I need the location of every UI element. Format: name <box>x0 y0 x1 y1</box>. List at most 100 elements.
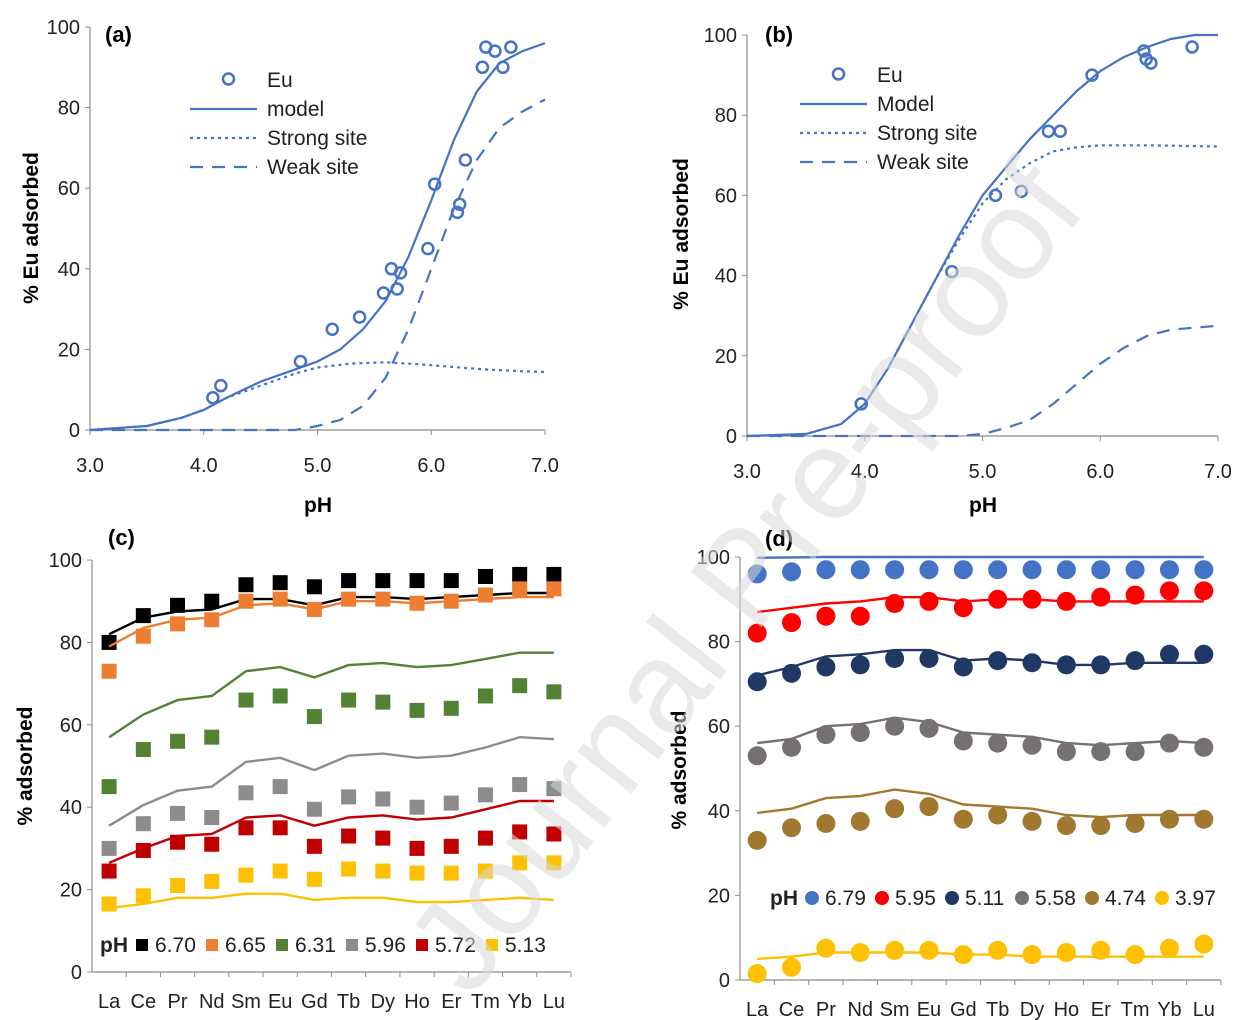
legend-label: Eu <box>267 69 293 92</box>
data-marker <box>988 733 1008 753</box>
data-marker <box>409 702 425 718</box>
legend-label: 5.72 <box>435 934 476 957</box>
data-marker <box>1159 644 1179 664</box>
x-tick-label: Ce <box>131 991 157 1013</box>
model-line-ph-5.96 <box>108 735 554 827</box>
x-axis-title: pH <box>304 494 332 517</box>
data-marker <box>306 838 322 854</box>
data-marker <box>953 731 973 751</box>
data-marker <box>953 945 973 965</box>
data-marker <box>782 818 802 838</box>
legend-title: pH <box>770 887 798 910</box>
legend-marker <box>875 891 889 905</box>
data-marker <box>170 616 186 632</box>
x-tick-label: Ho <box>404 991 430 1013</box>
y-tick-label: 0 <box>719 970 730 992</box>
data-marker <box>375 591 391 607</box>
x-tick-label: La <box>746 999 769 1020</box>
data-marker <box>1125 813 1145 833</box>
y-tick-label: 20 <box>58 339 80 361</box>
data-point <box>293 354 308 369</box>
data-marker <box>477 863 493 879</box>
data-marker <box>306 871 322 887</box>
x-tick-label: Tb <box>337 991 360 1013</box>
data-marker <box>341 573 357 589</box>
data-marker <box>272 779 288 795</box>
data-marker <box>919 560 939 580</box>
data-point <box>450 205 465 220</box>
legend-label: Model <box>877 93 934 116</box>
x-tick-label: 3.0 <box>733 461 761 483</box>
legend-marker <box>206 939 218 951</box>
x-tick-label: Pr <box>816 999 836 1020</box>
legend-marker <box>346 939 358 951</box>
data-marker <box>512 566 528 582</box>
data-marker <box>988 940 1008 960</box>
x-tick-label: 7.0 <box>531 455 559 477</box>
data-marker <box>850 811 870 831</box>
x-tick-label: 7.0 <box>1204 461 1232 483</box>
data-marker <box>272 575 288 591</box>
legend-marker <box>276 939 288 951</box>
legend-label: 5.96 <box>365 934 406 957</box>
y-tick-label: 100 <box>47 17 80 39</box>
model-line-ph-5.13 <box>108 892 554 910</box>
legend-marker <box>221 72 236 86</box>
y-tick-label: 60 <box>708 716 730 738</box>
data-marker <box>546 781 562 797</box>
data-marker <box>341 828 357 844</box>
chart-panel-1: 0 20 40 60 80 100 3.0 4.0 5.0 6.0 7.0 (a) % Eu adsor… <box>20 17 559 517</box>
data-marker <box>512 581 528 597</box>
data-marker <box>238 593 254 609</box>
data-marker <box>101 663 117 679</box>
data-marker <box>272 688 288 704</box>
data-marker <box>1125 742 1145 762</box>
data-marker <box>135 816 151 832</box>
y-tick-label: 40 <box>708 801 730 823</box>
data-marker <box>170 805 186 821</box>
data-marker <box>1159 733 1179 753</box>
data-marker <box>816 606 836 626</box>
legend-label: 3.97 <box>1175 887 1216 910</box>
legend-label: 6.70 <box>155 934 196 957</box>
data-point <box>214 378 228 393</box>
y-tick-label: 80 <box>58 98 80 120</box>
y-tick-label: 100 <box>704 25 737 47</box>
data-marker <box>850 560 870 580</box>
legend-marker <box>831 67 846 81</box>
x-tick-label: 6.0 <box>1086 461 1114 483</box>
data-marker <box>341 692 357 708</box>
legend-label: 5.58 <box>1035 887 1076 910</box>
y-tick-label: 20 <box>60 880 82 902</box>
data-marker <box>135 608 151 624</box>
x-tick-label: Ce <box>779 999 805 1020</box>
data-marker <box>443 700 459 716</box>
data-marker <box>816 657 836 677</box>
data-marker <box>953 657 973 677</box>
data-marker <box>409 865 425 881</box>
data-marker <box>1194 737 1214 757</box>
legend-marker <box>1015 891 1029 905</box>
x-tick-label: 5.0 <box>969 461 997 483</box>
data-marker <box>546 855 562 871</box>
legend-label: 6.65 <box>225 934 266 957</box>
data-marker <box>1056 816 1076 836</box>
data-marker <box>1022 811 1042 831</box>
data-marker <box>375 573 391 589</box>
data-marker <box>1056 655 1076 675</box>
y-tick-label: 80 <box>715 105 737 127</box>
x-tick-label: La <box>98 991 121 1013</box>
model-line-ph-6.31 <box>108 651 554 739</box>
data-marker <box>443 573 459 589</box>
data-marker <box>409 573 425 589</box>
data-marker <box>204 612 220 628</box>
x-tick-label: 4.0 <box>190 455 218 477</box>
data-marker <box>885 649 905 669</box>
panel-label: (c) <box>108 525 135 550</box>
data-marker <box>1194 560 1214 580</box>
data-marker <box>1159 581 1179 601</box>
data-marker <box>953 560 973 580</box>
data-point <box>206 391 220 405</box>
x-tick-label: Er <box>441 991 461 1013</box>
data-marker <box>1091 560 1111 580</box>
